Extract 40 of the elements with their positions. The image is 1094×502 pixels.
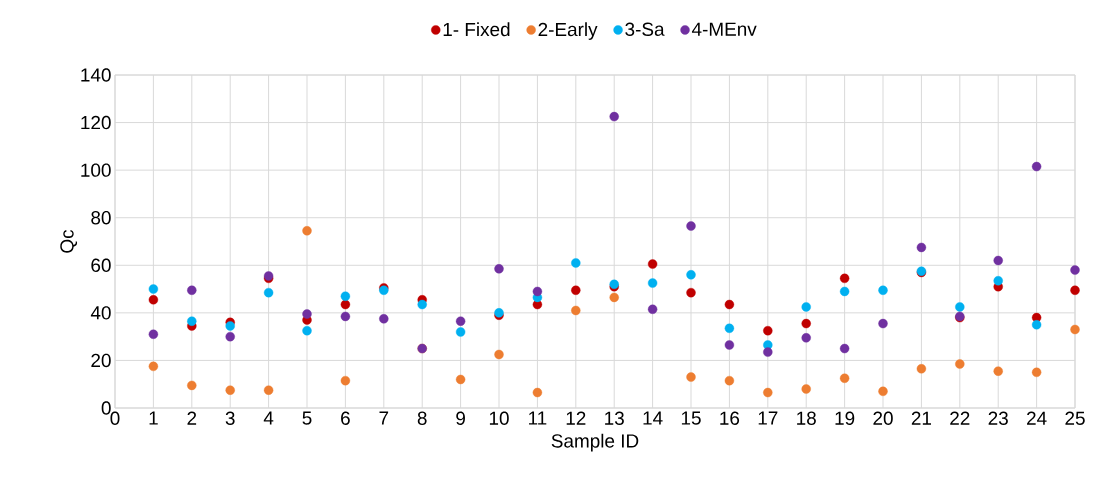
legend-label: 1- Fixed — [443, 22, 510, 37]
x-tick-label: 2 — [187, 411, 197, 425]
y-axis-title: Qc — [60, 229, 78, 253]
x-tick-label: 19 — [835, 411, 855, 425]
x-tick-label: 4 — [263, 411, 274, 425]
x-tick-label: 20 — [873, 411, 893, 425]
x-tick-label: 9 — [456, 411, 465, 425]
y-tick-label: 40 — [90, 306, 111, 320]
x-tick-label: 3 — [225, 411, 235, 425]
x-tick-label: 12 — [566, 411, 586, 425]
y-tick-label: 60 — [91, 258, 111, 272]
legend-label: 3-Sa — [625, 22, 665, 36]
x-tick-label: 0 — [110, 411, 120, 425]
x-tick-label: 16 — [720, 411, 740, 425]
x-tick-label: 7 — [379, 411, 389, 425]
y-tick-label: 80 — [91, 211, 111, 225]
x-tick-label: 24 — [1027, 411, 1047, 425]
y-tick-label: 140 — [81, 68, 111, 82]
x-tick-label: 8 — [417, 411, 427, 425]
legend-label: 2-Early — [538, 22, 598, 40]
x-tick-label: 21 — [911, 411, 931, 425]
x-tick-label: 22 — [950, 411, 970, 425]
x-tick-label: 11 — [529, 411, 547, 425]
x-tick-label: 18 — [797, 411, 816, 425]
x-tick-label: 5 — [302, 411, 312, 425]
y-tick-label: 120 — [81, 115, 111, 130]
x-tick-label: 13 — [605, 411, 624, 425]
x-tick-label: 6 — [341, 411, 350, 425]
x-tick-label: 17 — [758, 411, 778, 425]
y-tick-label: 100 — [81, 163, 111, 177]
y-tick-label: 0 — [101, 401, 111, 415]
x-tick-label: 14 — [643, 411, 663, 425]
x-tick-label: 1 — [149, 411, 158, 425]
legend-label: 4-MEnv — [691, 22, 757, 36]
x-tick-label: 15 — [681, 411, 701, 425]
x-tick-label: 23 — [988, 411, 1008, 425]
x-axis-title: Sample ID — [551, 433, 639, 452]
x-tick-label: 25 — [1065, 411, 1085, 425]
y-tick-label: 20 — [91, 353, 111, 368]
x-tick-label: 10 — [489, 411, 509, 425]
